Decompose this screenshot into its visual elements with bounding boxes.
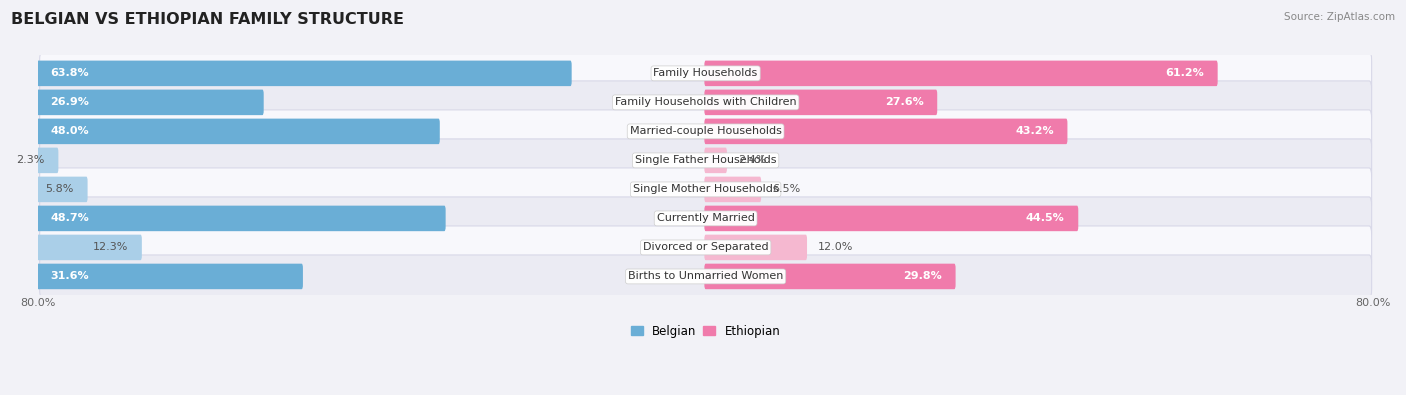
FancyBboxPatch shape <box>39 110 1372 153</box>
FancyBboxPatch shape <box>704 264 956 289</box>
FancyBboxPatch shape <box>39 197 1372 240</box>
Text: Divorced or Separated: Divorced or Separated <box>643 243 769 252</box>
Text: Source: ZipAtlas.com: Source: ZipAtlas.com <box>1284 12 1395 22</box>
Text: 27.6%: 27.6% <box>884 98 924 107</box>
Text: 5.8%: 5.8% <box>45 184 75 194</box>
Text: Births to Unmarried Women: Births to Unmarried Women <box>628 271 783 281</box>
Text: 31.6%: 31.6% <box>51 271 89 281</box>
FancyBboxPatch shape <box>39 81 1372 124</box>
FancyBboxPatch shape <box>37 90 264 115</box>
Text: Family Households with Children: Family Households with Children <box>614 98 796 107</box>
Text: Married-couple Households: Married-couple Households <box>630 126 782 136</box>
Text: Single Mother Households: Single Mother Households <box>633 184 779 194</box>
FancyBboxPatch shape <box>37 264 302 289</box>
FancyBboxPatch shape <box>39 255 1372 298</box>
FancyBboxPatch shape <box>39 226 1372 269</box>
Text: 2.3%: 2.3% <box>17 155 45 166</box>
FancyBboxPatch shape <box>37 177 87 202</box>
Text: 6.5%: 6.5% <box>772 184 800 194</box>
Text: 48.0%: 48.0% <box>51 126 89 136</box>
FancyBboxPatch shape <box>704 90 938 115</box>
Text: BELGIAN VS ETHIOPIAN FAMILY STRUCTURE: BELGIAN VS ETHIOPIAN FAMILY STRUCTURE <box>11 12 405 27</box>
FancyBboxPatch shape <box>39 168 1372 211</box>
FancyBboxPatch shape <box>704 148 727 173</box>
Text: Currently Married: Currently Married <box>657 213 755 224</box>
Text: 48.7%: 48.7% <box>51 213 89 224</box>
FancyBboxPatch shape <box>704 177 761 202</box>
FancyBboxPatch shape <box>704 118 1067 144</box>
FancyBboxPatch shape <box>39 139 1372 182</box>
FancyBboxPatch shape <box>37 235 142 260</box>
FancyBboxPatch shape <box>37 118 440 144</box>
FancyBboxPatch shape <box>39 52 1372 95</box>
Text: 63.8%: 63.8% <box>51 68 89 78</box>
FancyBboxPatch shape <box>37 206 446 231</box>
Text: Family Households: Family Households <box>654 68 758 78</box>
FancyBboxPatch shape <box>704 60 1218 86</box>
Text: 12.0%: 12.0% <box>818 243 853 252</box>
FancyBboxPatch shape <box>704 235 807 260</box>
Text: 2.4%: 2.4% <box>738 155 766 166</box>
Text: 44.5%: 44.5% <box>1026 213 1064 224</box>
Text: 43.2%: 43.2% <box>1015 126 1053 136</box>
Text: 12.3%: 12.3% <box>93 243 128 252</box>
Text: 61.2%: 61.2% <box>1166 68 1204 78</box>
Text: 29.8%: 29.8% <box>903 271 942 281</box>
FancyBboxPatch shape <box>37 60 572 86</box>
Text: Single Father Households: Single Father Households <box>636 155 776 166</box>
FancyBboxPatch shape <box>37 148 59 173</box>
Text: 26.9%: 26.9% <box>51 98 90 107</box>
Legend: Belgian, Ethiopian: Belgian, Ethiopian <box>626 320 785 342</box>
FancyBboxPatch shape <box>704 206 1078 231</box>
